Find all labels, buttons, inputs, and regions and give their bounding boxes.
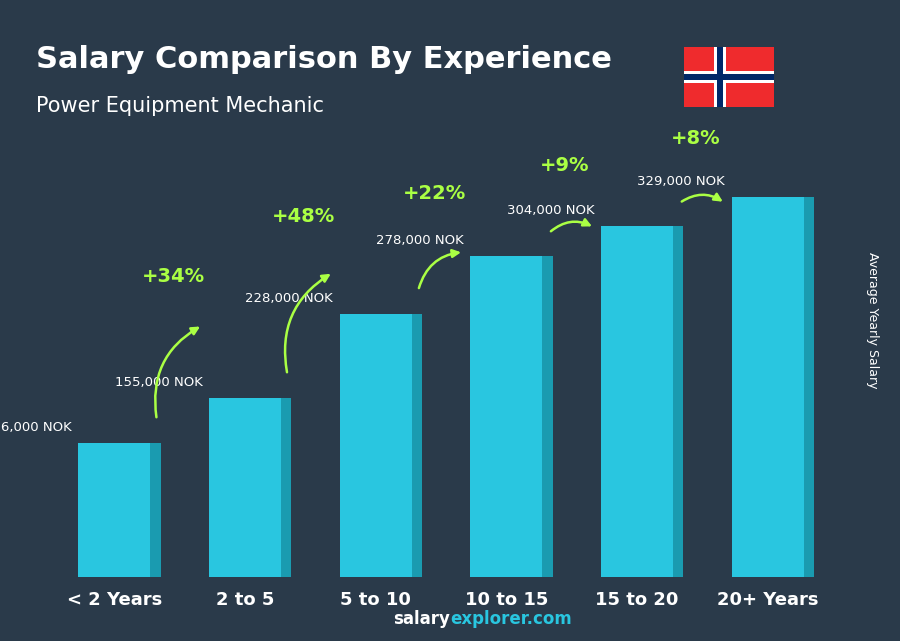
Text: Power Equipment Mechanic: Power Equipment Mechanic (36, 96, 324, 116)
Bar (732, 197, 804, 577)
Text: 116,000 NOK: 116,000 NOK (0, 421, 72, 434)
Text: +8%: +8% (670, 129, 721, 147)
Bar (78, 443, 150, 577)
Bar (717, 47, 723, 107)
Bar (340, 314, 411, 577)
Text: Salary Comparison By Experience: Salary Comparison By Experience (36, 45, 612, 74)
Text: 329,000 NOK: 329,000 NOK (637, 175, 725, 188)
Text: salary: salary (393, 610, 450, 628)
Bar (471, 256, 542, 577)
Bar (150, 443, 161, 577)
Text: Average Yearly Salary: Average Yearly Salary (867, 253, 879, 388)
Bar (542, 256, 553, 577)
Text: 155,000 NOK: 155,000 NOK (114, 376, 202, 389)
Text: +48%: +48% (272, 207, 336, 226)
Bar (804, 197, 814, 577)
Text: +34%: +34% (141, 267, 204, 286)
Text: 278,000 NOK: 278,000 NOK (376, 234, 464, 247)
Bar (684, 71, 774, 83)
Bar (281, 398, 292, 577)
Bar (714, 47, 726, 107)
Text: +9%: +9% (540, 156, 590, 176)
Text: explorer.com: explorer.com (450, 610, 572, 628)
Bar (673, 226, 683, 577)
Text: 228,000 NOK: 228,000 NOK (246, 292, 333, 304)
Bar (684, 74, 774, 80)
Text: 304,000 NOK: 304,000 NOK (507, 204, 595, 217)
Bar (209, 398, 281, 577)
Text: +22%: +22% (403, 184, 466, 203)
Bar (411, 314, 422, 577)
Bar (601, 226, 673, 577)
